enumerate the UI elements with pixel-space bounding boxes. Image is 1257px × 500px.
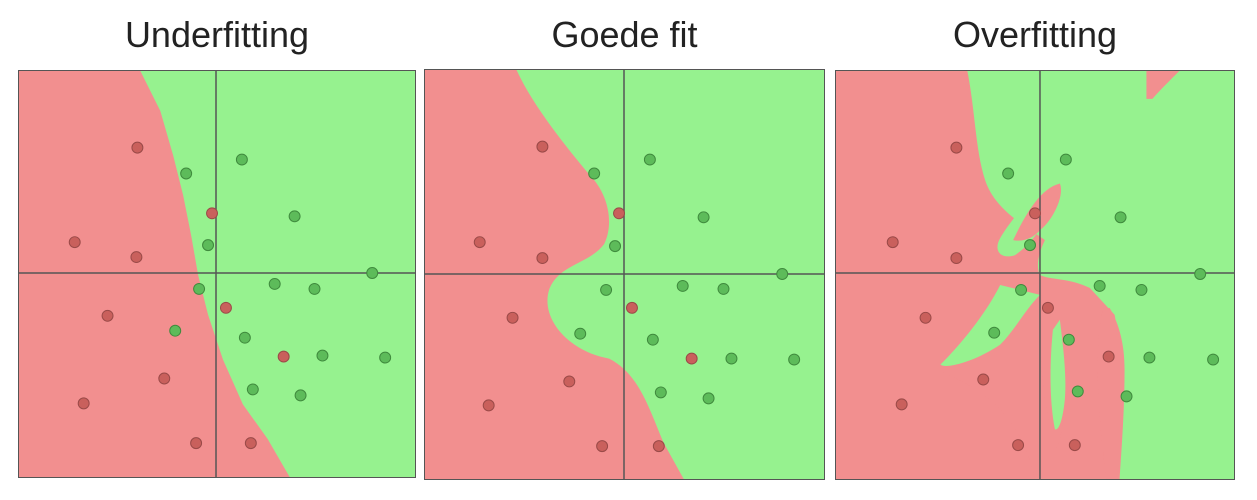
green-point	[725, 352, 738, 365]
red-point	[919, 311, 932, 324]
title-goede-fit: Goede fit	[551, 14, 698, 55]
green-point	[609, 240, 622, 253]
red-point	[244, 437, 257, 450]
red-point	[685, 352, 698, 365]
data-points	[473, 140, 801, 453]
green-finger-center	[1050, 319, 1066, 430]
red-point	[101, 309, 114, 322]
red-point	[563, 375, 576, 388]
red-point	[190, 437, 203, 450]
green-point	[1059, 153, 1072, 166]
red-point	[277, 350, 290, 363]
green-point	[1120, 390, 1133, 403]
red-point	[536, 140, 549, 153]
green-point	[600, 283, 613, 296]
green-point	[574, 327, 587, 340]
red-point	[1102, 350, 1115, 363]
data-points	[886, 141, 1220, 452]
green-point	[988, 326, 1001, 339]
red-point	[596, 440, 609, 453]
decision-boundary-underfitting	[19, 71, 415, 477]
green-point	[308, 282, 321, 295]
panel-goede-fit	[424, 69, 825, 480]
red-point	[536, 252, 549, 265]
panel-underfitting	[18, 70, 416, 478]
green-point	[697, 211, 710, 224]
green-point	[1194, 268, 1207, 280]
red-point	[1041, 301, 1054, 314]
green-point	[193, 282, 206, 295]
green-point	[180, 167, 193, 180]
red-point	[506, 311, 519, 324]
green-point	[1135, 283, 1148, 296]
green-point	[246, 383, 259, 396]
red-point	[625, 301, 638, 314]
red-point	[158, 372, 171, 385]
green-point	[294, 389, 307, 402]
green-point	[379, 351, 392, 364]
green-point	[366, 267, 379, 279]
green-point	[288, 210, 301, 223]
green-point	[788, 353, 801, 366]
green-lobe	[997, 182, 1045, 257]
green-point	[238, 331, 251, 344]
red-point	[482, 399, 495, 412]
green-point	[1002, 167, 1015, 180]
title-overfitting: Overfitting	[952, 14, 1118, 55]
red-point	[77, 397, 90, 410]
green-point	[676, 279, 689, 292]
red-bottom	[836, 369, 1035, 479]
red-point	[886, 236, 899, 249]
decision-boundary-overfitting	[836, 71, 1234, 479]
red-point	[613, 207, 625, 220]
green-point	[1062, 333, 1075, 346]
green-point	[235, 153, 248, 166]
green-point	[1024, 239, 1036, 252]
red-finger-right	[1097, 307, 1125, 479]
red-point	[130, 251, 143, 264]
green-point	[316, 349, 329, 362]
data-points	[68, 141, 392, 450]
red-point	[1029, 207, 1041, 220]
red-point	[977, 373, 990, 386]
green-point	[776, 268, 789, 280]
green-finger-left	[940, 284, 1040, 367]
green-point	[1093, 279, 1106, 292]
red-point	[219, 301, 232, 314]
red-point	[950, 141, 963, 154]
decision-boundary-goede-fit	[425, 70, 824, 479]
red-point	[1012, 439, 1025, 452]
red-point	[895, 398, 908, 411]
red-point	[473, 236, 486, 249]
red-point	[652, 440, 665, 453]
title-underfitting: Underfitting	[124, 14, 310, 55]
green-point	[202, 239, 215, 252]
green-point	[1071, 385, 1084, 398]
green-point	[1114, 211, 1127, 224]
red-point	[950, 252, 963, 265]
green-point	[1143, 351, 1156, 364]
red-point	[131, 141, 144, 154]
green-point	[717, 282, 730, 295]
green-point	[643, 153, 656, 166]
green-point	[1015, 283, 1028, 296]
green-region	[967, 71, 1234, 479]
green-point	[588, 167, 601, 180]
green-point	[169, 324, 182, 337]
green-point	[702, 392, 715, 405]
red-point	[206, 207, 218, 220]
red-notch	[1146, 71, 1180, 99]
green-point	[646, 333, 659, 346]
red-region	[19, 71, 290, 477]
panel-overfitting	[835, 70, 1235, 480]
red-point	[1068, 439, 1081, 452]
green-point	[1207, 353, 1220, 366]
green-point	[268, 277, 281, 290]
red-point	[68, 236, 81, 249]
green-point	[654, 386, 667, 399]
